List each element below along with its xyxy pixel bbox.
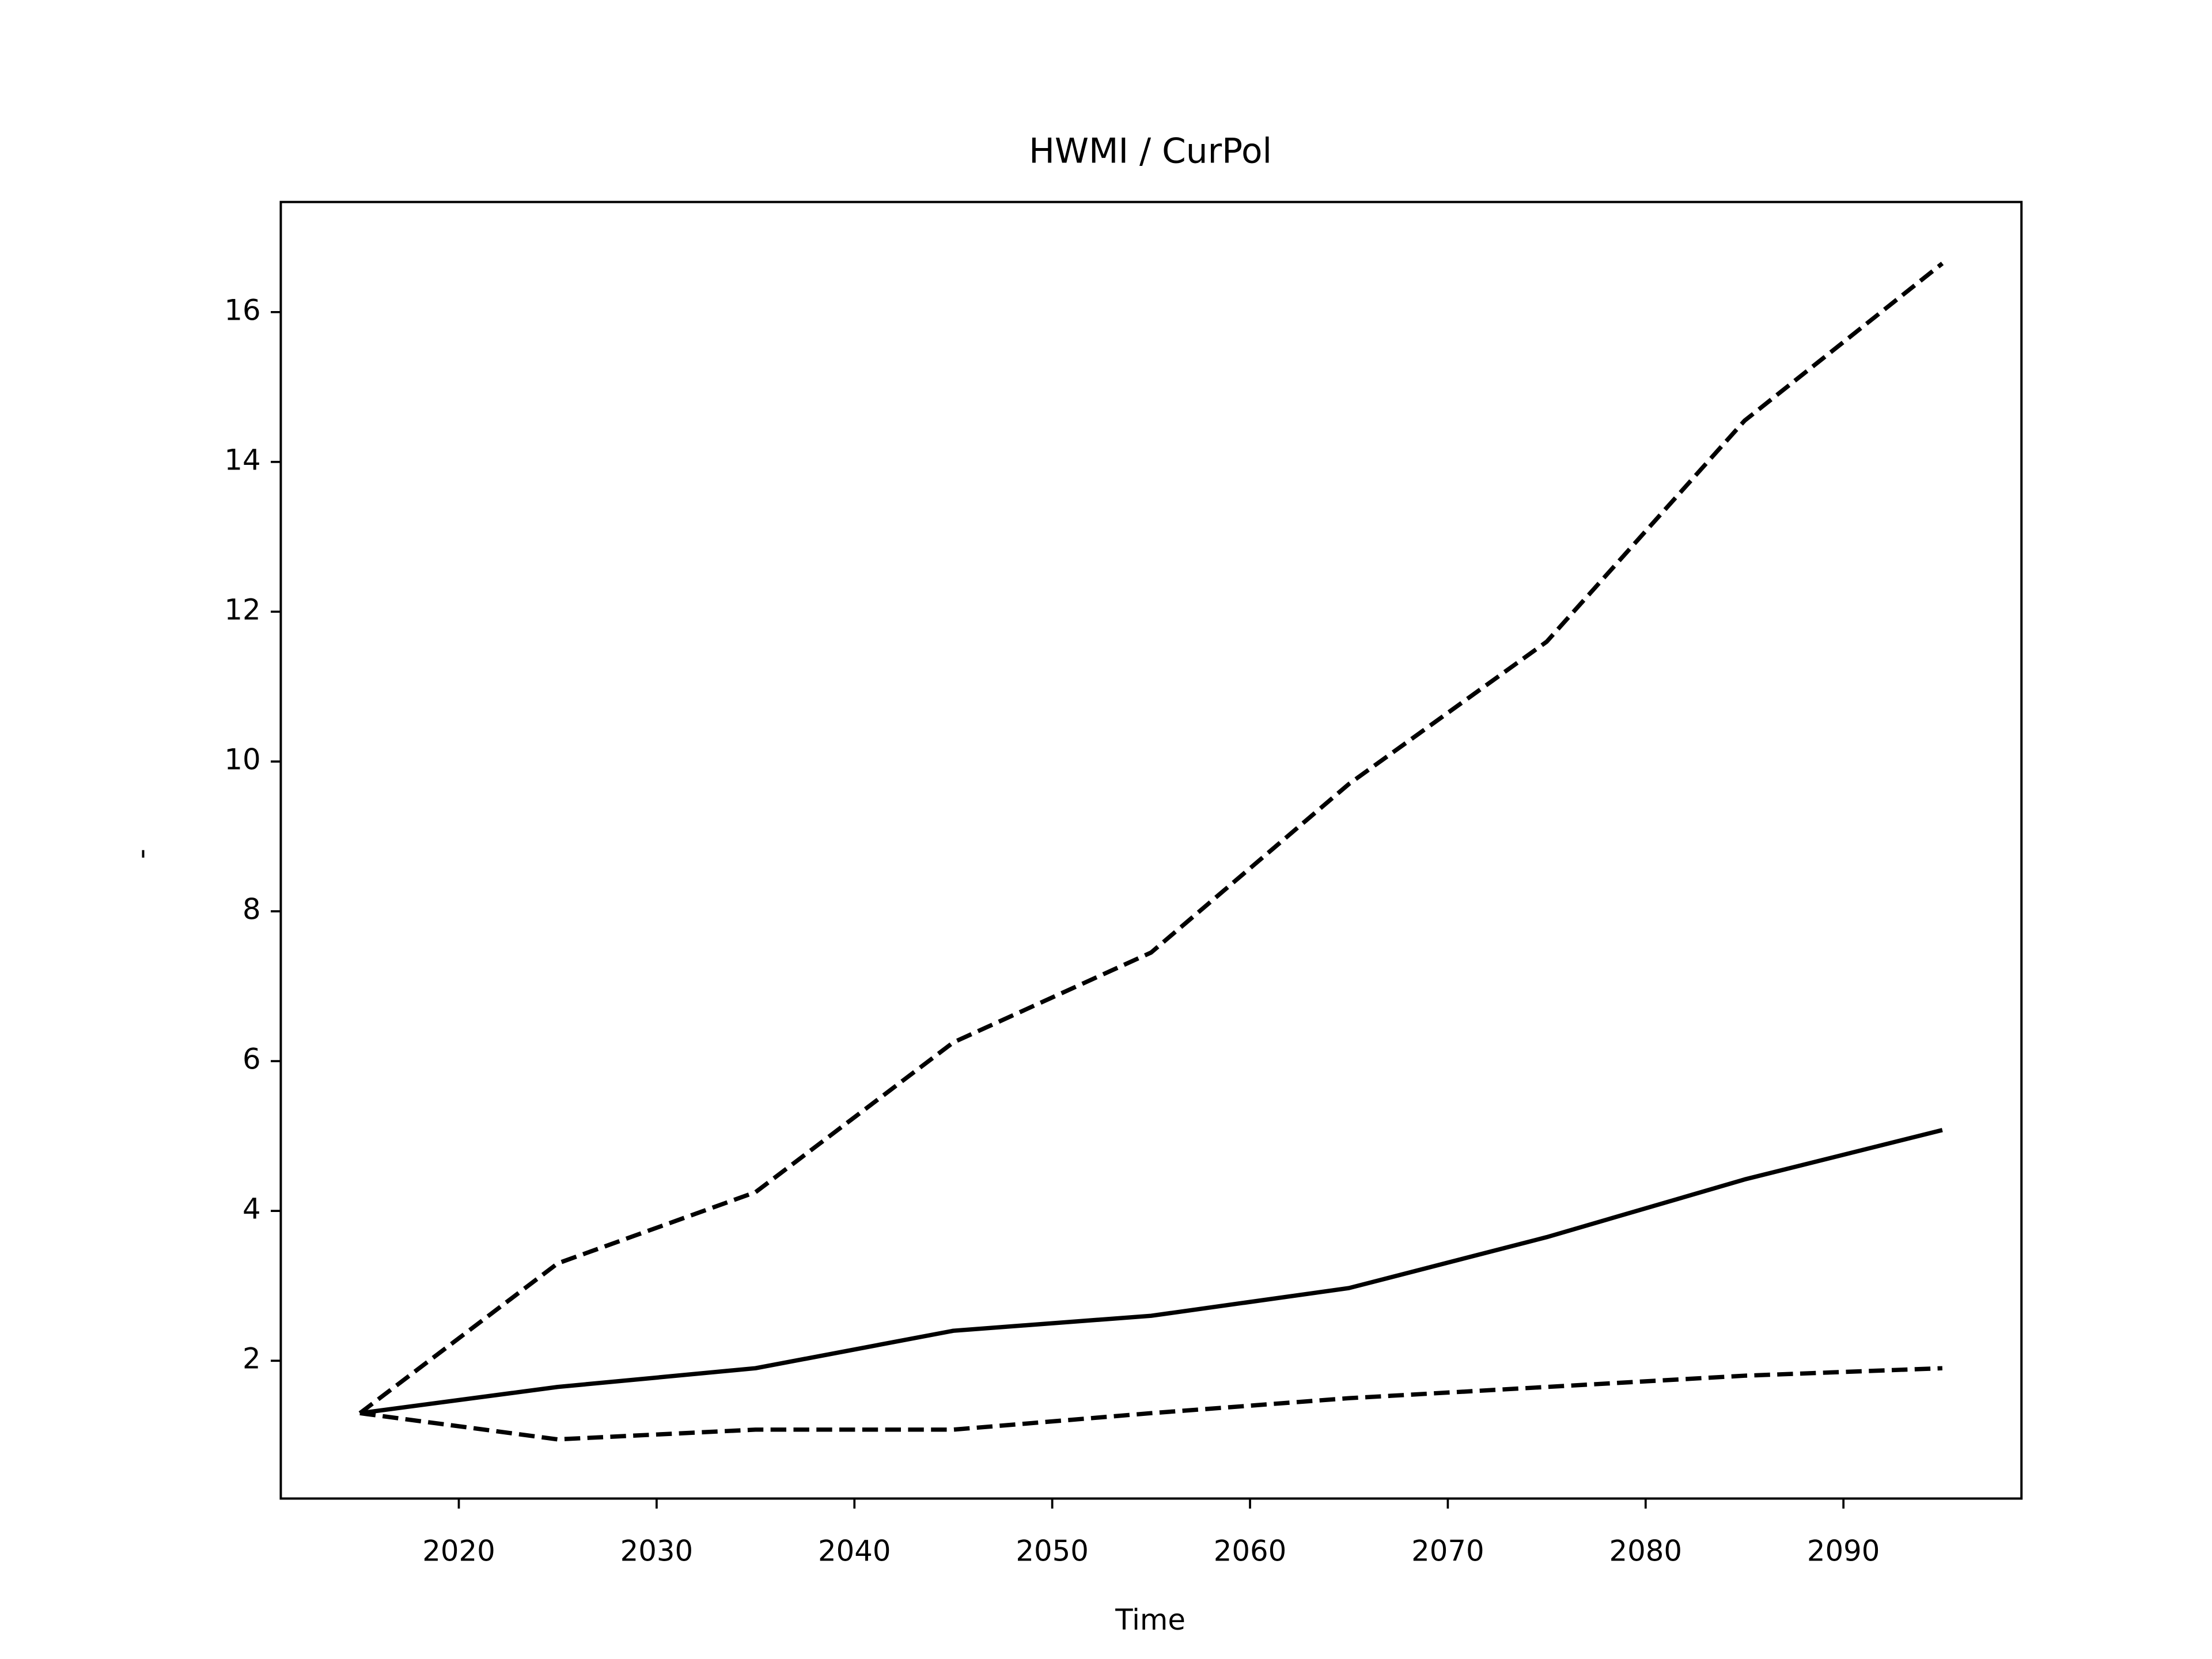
- x-tick-label: 2050: [1016, 1534, 1089, 1567]
- y-tick-label: 10: [224, 743, 260, 776]
- plot-frame: [279, 200, 2023, 1500]
- y-tick-label: 2: [243, 1342, 261, 1376]
- y-tick-label: 4: [243, 1192, 261, 1226]
- x-tick-label: 2020: [422, 1534, 495, 1567]
- y-tick-label: 8: [243, 893, 261, 926]
- x-tick-label: 2070: [1411, 1534, 1484, 1567]
- line-series: [359, 1128, 1943, 1415]
- x-tick-label: 2090: [1807, 1534, 1880, 1567]
- y-tick-label: 16: [224, 293, 260, 327]
- x-tick-label: 2040: [818, 1534, 891, 1567]
- x-tick-label: 2080: [1609, 1534, 1683, 1567]
- y-axis-label: -: [124, 849, 158, 859]
- line-series: [358, 262, 1944, 1415]
- line-series: [359, 1366, 1943, 1442]
- y-tick-label: 14: [224, 443, 260, 476]
- chart-title: HWMI / CurPol: [1029, 132, 1272, 172]
- x-tick-label: 2030: [620, 1534, 694, 1567]
- y-tick-label: 6: [243, 1043, 261, 1076]
- x-tick-label: 2060: [1214, 1534, 1287, 1567]
- x-axis-label: Time: [1115, 1603, 1185, 1637]
- y-tick-label: 12: [224, 593, 260, 626]
